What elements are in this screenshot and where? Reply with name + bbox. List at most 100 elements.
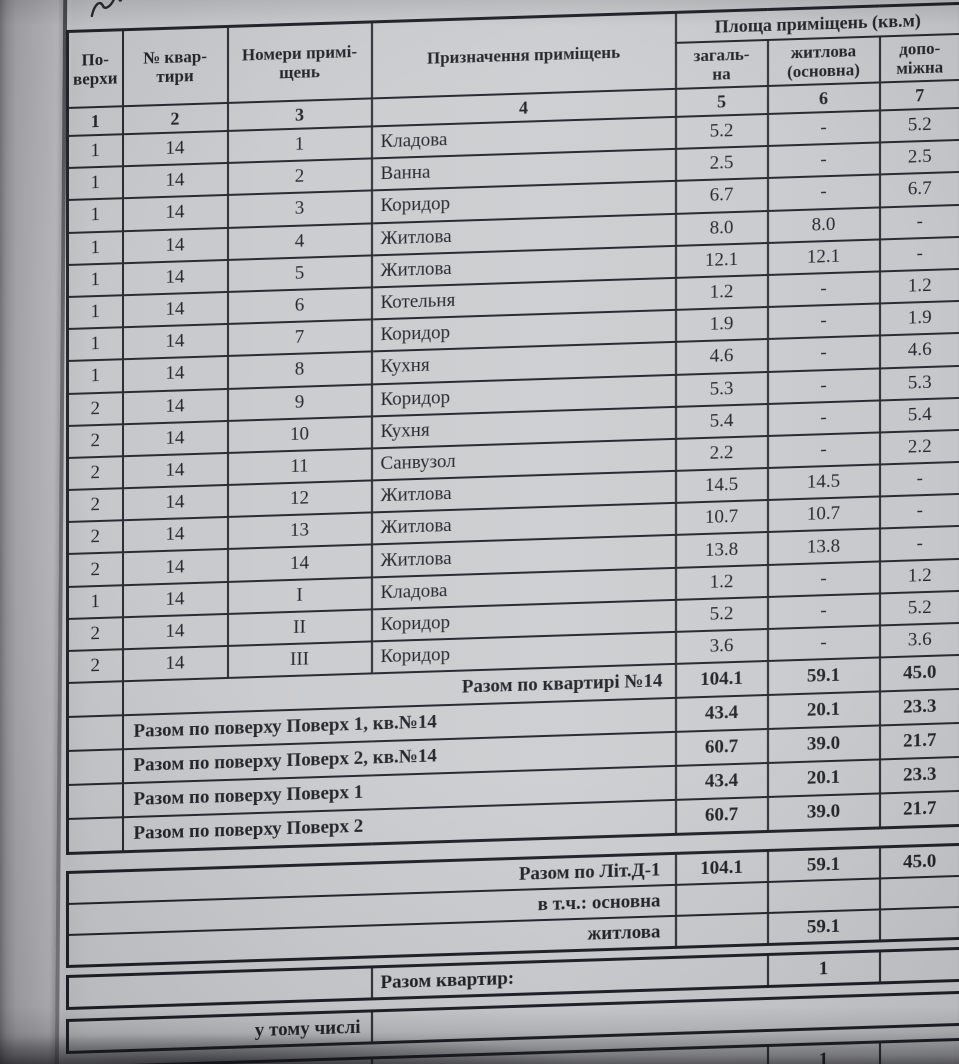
cell-aux-area: 4.6: [879, 333, 959, 368]
cell-room-number: 11: [227, 448, 372, 486]
handwritten-mark: [90, 0, 123, 18]
cell-room-number: 6: [227, 287, 372, 325]
cell-apartment: 14: [122, 420, 228, 457]
summary-value-total-apartments: 1: [767, 951, 880, 987]
summary-living: 39.0: [767, 725, 880, 764]
cell-floor: 1: [67, 295, 123, 330]
cell-total-area: 6.7: [675, 178, 768, 214]
cell-living-area: -: [767, 625, 880, 662]
summary-label-including-caption: у тому числі: [67, 1011, 372, 1053]
column-number: 3: [227, 98, 372, 131]
summary-aux: 21.7: [879, 791, 959, 829]
cell-floor: 1: [67, 230, 123, 265]
cell-room-number: 3: [227, 190, 372, 228]
cell-apartment: 14: [122, 227, 228, 264]
column-number: 6: [767, 82, 880, 114]
cell-total-area: 3.6: [675, 628, 768, 665]
cell-apartment: 14: [122, 581, 228, 618]
cell-apartment: 14: [122, 163, 228, 199]
cell-floor: 1: [67, 166, 123, 201]
cell-floor: 1: [67, 327, 123, 362]
header-purpose: Призначення приміщень: [371, 12, 676, 99]
summary-aux: 23.3: [879, 757, 959, 794]
summary-total: 60.7: [675, 797, 768, 835]
cell-total-area: 10.7: [675, 500, 768, 536]
cell-living-area: -: [767, 174, 880, 211]
cell-floor: 1: [67, 359, 123, 394]
cell-room-number: 1: [227, 126, 372, 164]
cell-room-number: 2: [227, 158, 372, 196]
cell-aux-area: 1.2: [879, 558, 959, 594]
cell-floor: 1: [67, 134, 123, 169]
cell-total-area: 5.2: [675, 596, 768, 632]
column-number: 2: [122, 102, 228, 135]
cell-aux-area: 6.7: [879, 172, 959, 208]
empty-cell: [67, 749, 123, 786]
summary-living: 59.1: [767, 909, 880, 945]
summary-aux: [879, 907, 959, 942]
header-total-area: загаль- на: [675, 39, 768, 89]
cell-living-area: 13.8: [767, 528, 880, 565]
cell-floor: 2: [67, 456, 123, 491]
cell-floor: 2: [67, 617, 123, 651]
cell-living-area: -: [767, 335, 880, 372]
summary-aux: [879, 876, 959, 910]
cell-room-number: III: [227, 641, 372, 679]
header-auxiliary-area: допо- міжна: [879, 33, 959, 83]
cell-aux-area: -: [879, 236, 959, 272]
summary-living: 20.1: [767, 759, 880, 798]
table-body: 1 14 1 Кладова 5.2 - 5.2 1 14 2 Ванна: [67, 107, 959, 684]
cell-total-area: 2.5: [675, 146, 768, 182]
cell-living-area: 14.5: [767, 464, 880, 501]
cell-living-area: -: [767, 303, 880, 340]
summary-aux: 45.0: [879, 844, 959, 879]
cell-living-area: -: [767, 367, 880, 404]
cell-total-area: 1.9: [675, 307, 768, 343]
summary-total: 43.4: [675, 695, 768, 733]
cell-total-area: 1.2: [675, 274, 768, 311]
cell-room-number: 14: [227, 544, 372, 582]
header-room-numbers: Номери примі- щень: [227, 21, 372, 103]
cell-total-area: 8.0: [675, 210, 768, 246]
cell-apartment: 14: [122, 195, 228, 231]
cell-total-area: 5.4: [675, 403, 768, 439]
cell-total-area: 5.3: [675, 371, 768, 407]
cell-aux-area: 5.3: [879, 365, 959, 401]
cell-aux-area: 2.2: [879, 429, 959, 465]
cell-aux-area: 5.2: [879, 107, 959, 143]
premises-area-table: По- верхи № квар- тири Номери примі- щен…: [66, 1, 959, 856]
cell-total-area: 14.5: [675, 468, 768, 504]
cell-apartment: 14: [122, 291, 228, 328]
empty-cell: [67, 1058, 372, 1064]
cell-room-number: 9: [227, 383, 372, 421]
cell-aux-area: -: [879, 461, 959, 497]
cell-living-area: -: [767, 432, 880, 469]
cell-room-number: II: [227, 609, 372, 646]
liter-totals-table: Разом по Літ.Д-1 104.1 59.1 45.0 в т.ч.:…: [66, 843, 959, 969]
summary-total: [675, 913, 768, 948]
cell-apartment: 14: [122, 324, 228, 360]
empty-cell: [67, 783, 123, 820]
summary-value-five-room: 1: [767, 1042, 880, 1064]
summary-total: 43.4: [675, 763, 768, 801]
column-number: 1: [67, 106, 123, 136]
summary-living: 59.1: [767, 657, 880, 696]
cell-aux-area: 5.2: [879, 590, 959, 626]
header-floors: По- верхи: [67, 29, 123, 108]
cell-living-area: -: [767, 110, 880, 147]
empty-cell: [67, 715, 123, 752]
cell-living-area: -: [767, 142, 880, 179]
cell-apartment: 14: [122, 645, 228, 682]
cell-aux-area: 1.9: [879, 301, 959, 336]
cell-total-area: 2.2: [675, 435, 768, 471]
summary-label-total-apartments: Разом квартир:: [371, 954, 768, 1000]
cell-total-area: 1.2: [675, 564, 768, 600]
cell-living-area: 10.7: [767, 496, 880, 533]
header-apartment-number: № квар- тири: [122, 26, 228, 107]
summary-living: 20.1: [767, 691, 880, 730]
header-living-area: житлова (основна): [767, 36, 880, 86]
cell-aux-area: 5.4: [879, 397, 959, 433]
cell-floor: 2: [67, 520, 123, 555]
cell-apartment: 14: [122, 452, 228, 489]
column-number: 5: [675, 85, 768, 117]
